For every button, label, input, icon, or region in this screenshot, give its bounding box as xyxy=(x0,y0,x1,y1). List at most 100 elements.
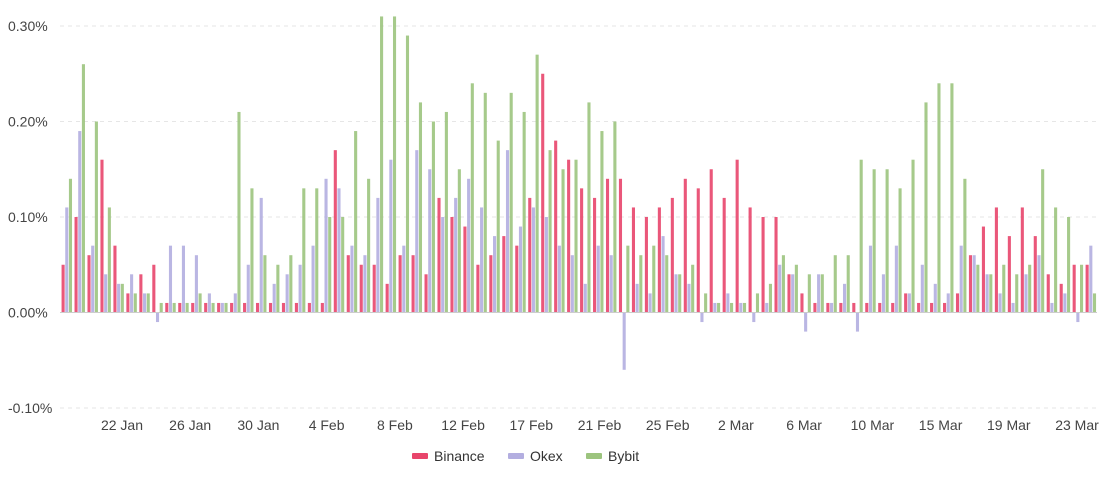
bar-okex xyxy=(415,150,419,313)
bar-okex xyxy=(842,283,847,313)
bar-binance xyxy=(61,264,65,313)
bar-binance xyxy=(463,226,467,313)
bar-binance xyxy=(580,188,584,313)
bar-okex xyxy=(596,245,600,313)
bar-binance xyxy=(826,302,830,313)
legend-label-binance: Binance xyxy=(434,448,485,464)
bar-binance xyxy=(943,302,947,313)
bar-bybit xyxy=(211,302,215,313)
bar-binance xyxy=(955,293,960,313)
bar-bybit xyxy=(159,302,163,313)
bar-bybit xyxy=(418,102,423,313)
bar-okex xyxy=(830,302,834,313)
bar-okex xyxy=(752,312,756,323)
bar-okex xyxy=(1063,293,1067,313)
bar-okex xyxy=(117,283,121,313)
bar-binance xyxy=(800,293,804,313)
bar-binance xyxy=(204,302,208,313)
bar-binance xyxy=(178,302,182,313)
bar-binance xyxy=(904,293,908,313)
bar-binance xyxy=(696,188,700,313)
bar-okex xyxy=(493,236,497,313)
bar-bybit xyxy=(276,264,280,313)
bar-okex xyxy=(505,150,510,313)
bar-bybit xyxy=(678,274,682,313)
bar-okex xyxy=(674,274,678,313)
bar-okex xyxy=(700,312,704,323)
bar-binance xyxy=(1059,283,1063,313)
bar-okex xyxy=(233,293,237,313)
x-tick-label: 2 Mar xyxy=(718,417,754,433)
y-tick-label: 0.10% xyxy=(8,209,48,225)
bar-okex xyxy=(181,245,185,313)
bar-binance xyxy=(139,274,143,313)
bar-binance xyxy=(605,178,610,313)
bar-okex xyxy=(726,293,730,313)
bar-bybit xyxy=(613,121,617,313)
bar-bybit xyxy=(989,274,993,313)
bar-binance xyxy=(709,169,713,313)
bar-binance xyxy=(683,178,687,313)
bar-binance xyxy=(372,264,376,313)
bar-okex xyxy=(570,255,574,313)
bar-binance xyxy=(994,207,998,313)
bar-binance xyxy=(593,197,597,313)
bar-bybit xyxy=(976,264,980,313)
bar-okex xyxy=(363,255,367,313)
bar-bybit xyxy=(522,111,526,313)
bar-okex xyxy=(143,293,147,313)
bar-bybit xyxy=(652,245,656,313)
bar-bybit xyxy=(781,255,785,313)
bar-bybit xyxy=(807,274,811,313)
bar-okex xyxy=(402,245,406,313)
bar-okex xyxy=(972,255,976,313)
bar-binance xyxy=(722,197,726,313)
bar-bybit xyxy=(704,293,708,313)
bar-binance xyxy=(346,255,350,313)
bar-okex xyxy=(220,302,224,313)
bar-binance xyxy=(100,159,104,313)
bar-bybit xyxy=(107,207,111,313)
bar-okex xyxy=(622,312,626,370)
bar-binance xyxy=(813,302,817,313)
bar-bybit xyxy=(328,217,332,313)
y-tick-label: -0.10% xyxy=(8,400,52,416)
x-tick-label: 8 Feb xyxy=(377,417,413,433)
bar-bybit xyxy=(963,178,967,313)
bar-bybit xyxy=(250,188,254,313)
bar-binance xyxy=(891,302,895,313)
bar-okex xyxy=(454,197,458,313)
bar-bybit xyxy=(600,131,604,313)
bar-binance xyxy=(307,302,311,313)
x-tick-label: 21 Feb xyxy=(578,417,622,433)
bar-binance xyxy=(476,264,480,313)
bar-binance xyxy=(1072,264,1076,313)
bar-binance xyxy=(87,255,91,313)
bar-bybit xyxy=(496,140,500,313)
bar-binance xyxy=(1085,264,1089,313)
bar-okex xyxy=(635,283,639,313)
bar-okex xyxy=(817,274,821,313)
bar-binance xyxy=(424,274,428,313)
bar-bybit xyxy=(405,35,410,313)
bar-okex xyxy=(130,274,134,313)
bar-okex xyxy=(518,226,523,313)
bar-bybit xyxy=(587,102,591,313)
bar-bybit xyxy=(755,293,760,313)
x-tick-label: 23 Mar xyxy=(1055,417,1099,433)
bar-binance xyxy=(930,302,934,313)
bar-bybit xyxy=(133,293,137,313)
bar-okex xyxy=(78,131,82,313)
bar-binance xyxy=(217,302,221,313)
bar-okex xyxy=(441,217,445,313)
bar-bybit xyxy=(574,159,578,313)
bar-binance xyxy=(281,302,286,313)
bar-bybit xyxy=(185,302,189,313)
bar-okex xyxy=(1011,302,1015,313)
x-tick-label: 25 Feb xyxy=(646,417,690,433)
bar-bybit xyxy=(1041,169,1045,313)
bar-bybit xyxy=(444,111,448,313)
bar-bybit xyxy=(717,302,721,313)
bar-okex xyxy=(272,283,276,313)
